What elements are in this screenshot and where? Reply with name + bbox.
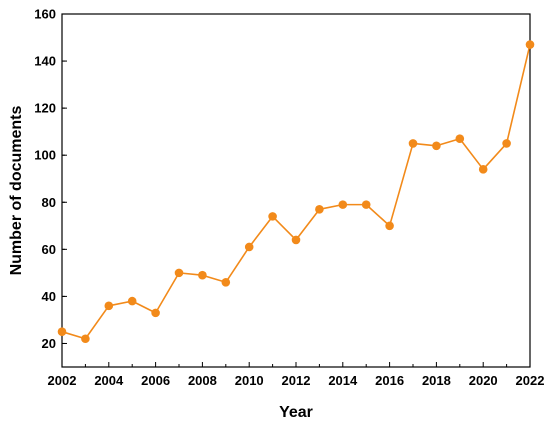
x-tick-label: 2004 bbox=[94, 373, 124, 388]
data-point bbox=[385, 221, 394, 231]
y-tick-label: 20 bbox=[42, 336, 56, 351]
series bbox=[57, 40, 535, 344]
x-tick-label: 2020 bbox=[469, 373, 498, 388]
data-point bbox=[478, 165, 488, 174]
x-tick-label: 2022 bbox=[516, 373, 545, 388]
y-tick-label: 100 bbox=[34, 148, 56, 163]
data-point bbox=[291, 235, 301, 245]
data-point bbox=[104, 301, 114, 311]
data-point bbox=[361, 200, 371, 209]
x-tick-label: 2012 bbox=[282, 373, 311, 388]
data-point bbox=[432, 141, 441, 151]
x-tick-label: 2002 bbox=[48, 373, 77, 388]
data-point bbox=[502, 139, 511, 148]
data-point bbox=[81, 334, 90, 344]
x-axis-title: Year bbox=[279, 404, 313, 421]
data-point bbox=[127, 296, 137, 306]
data-point bbox=[408, 139, 418, 148]
data-point bbox=[455, 134, 465, 144]
y-tick-label: 120 bbox=[34, 101, 56, 116]
y-tick-label: 160 bbox=[34, 7, 56, 22]
data-point bbox=[174, 268, 184, 278]
y-tick-label: 60 bbox=[42, 242, 56, 257]
data-point bbox=[338, 200, 348, 209]
x-tick-label: 2018 bbox=[422, 373, 451, 388]
y-tick-label: 80 bbox=[42, 195, 56, 210]
data-point bbox=[57, 327, 67, 337]
y-tick-label: 40 bbox=[42, 289, 56, 304]
x-tick-label: 2008 bbox=[188, 373, 217, 388]
y-axis-ticks: 20 40 60 80 100 120 140 160 bbox=[34, 7, 67, 351]
y-tick-label: 140 bbox=[34, 54, 56, 69]
y-axis-title: Number of documents bbox=[8, 106, 25, 276]
x-tick-label: 2006 bbox=[141, 373, 170, 388]
x-tick-label: 2016 bbox=[375, 373, 404, 388]
data-point bbox=[525, 40, 535, 49]
data-point bbox=[315, 205, 324, 214]
data-point bbox=[198, 270, 207, 280]
x-tick-label: 2010 bbox=[235, 373, 264, 388]
data-point bbox=[268, 212, 277, 221]
x-axis-ticks: 2002 2004 2006 2008 2010 2012 2014 2016 2018 2020… bbox=[48, 362, 545, 388]
data-point bbox=[151, 308, 160, 318]
x-tick-label: 2014 bbox=[328, 373, 358, 388]
data-point bbox=[244, 242, 254, 252]
data-point bbox=[221, 277, 231, 287]
